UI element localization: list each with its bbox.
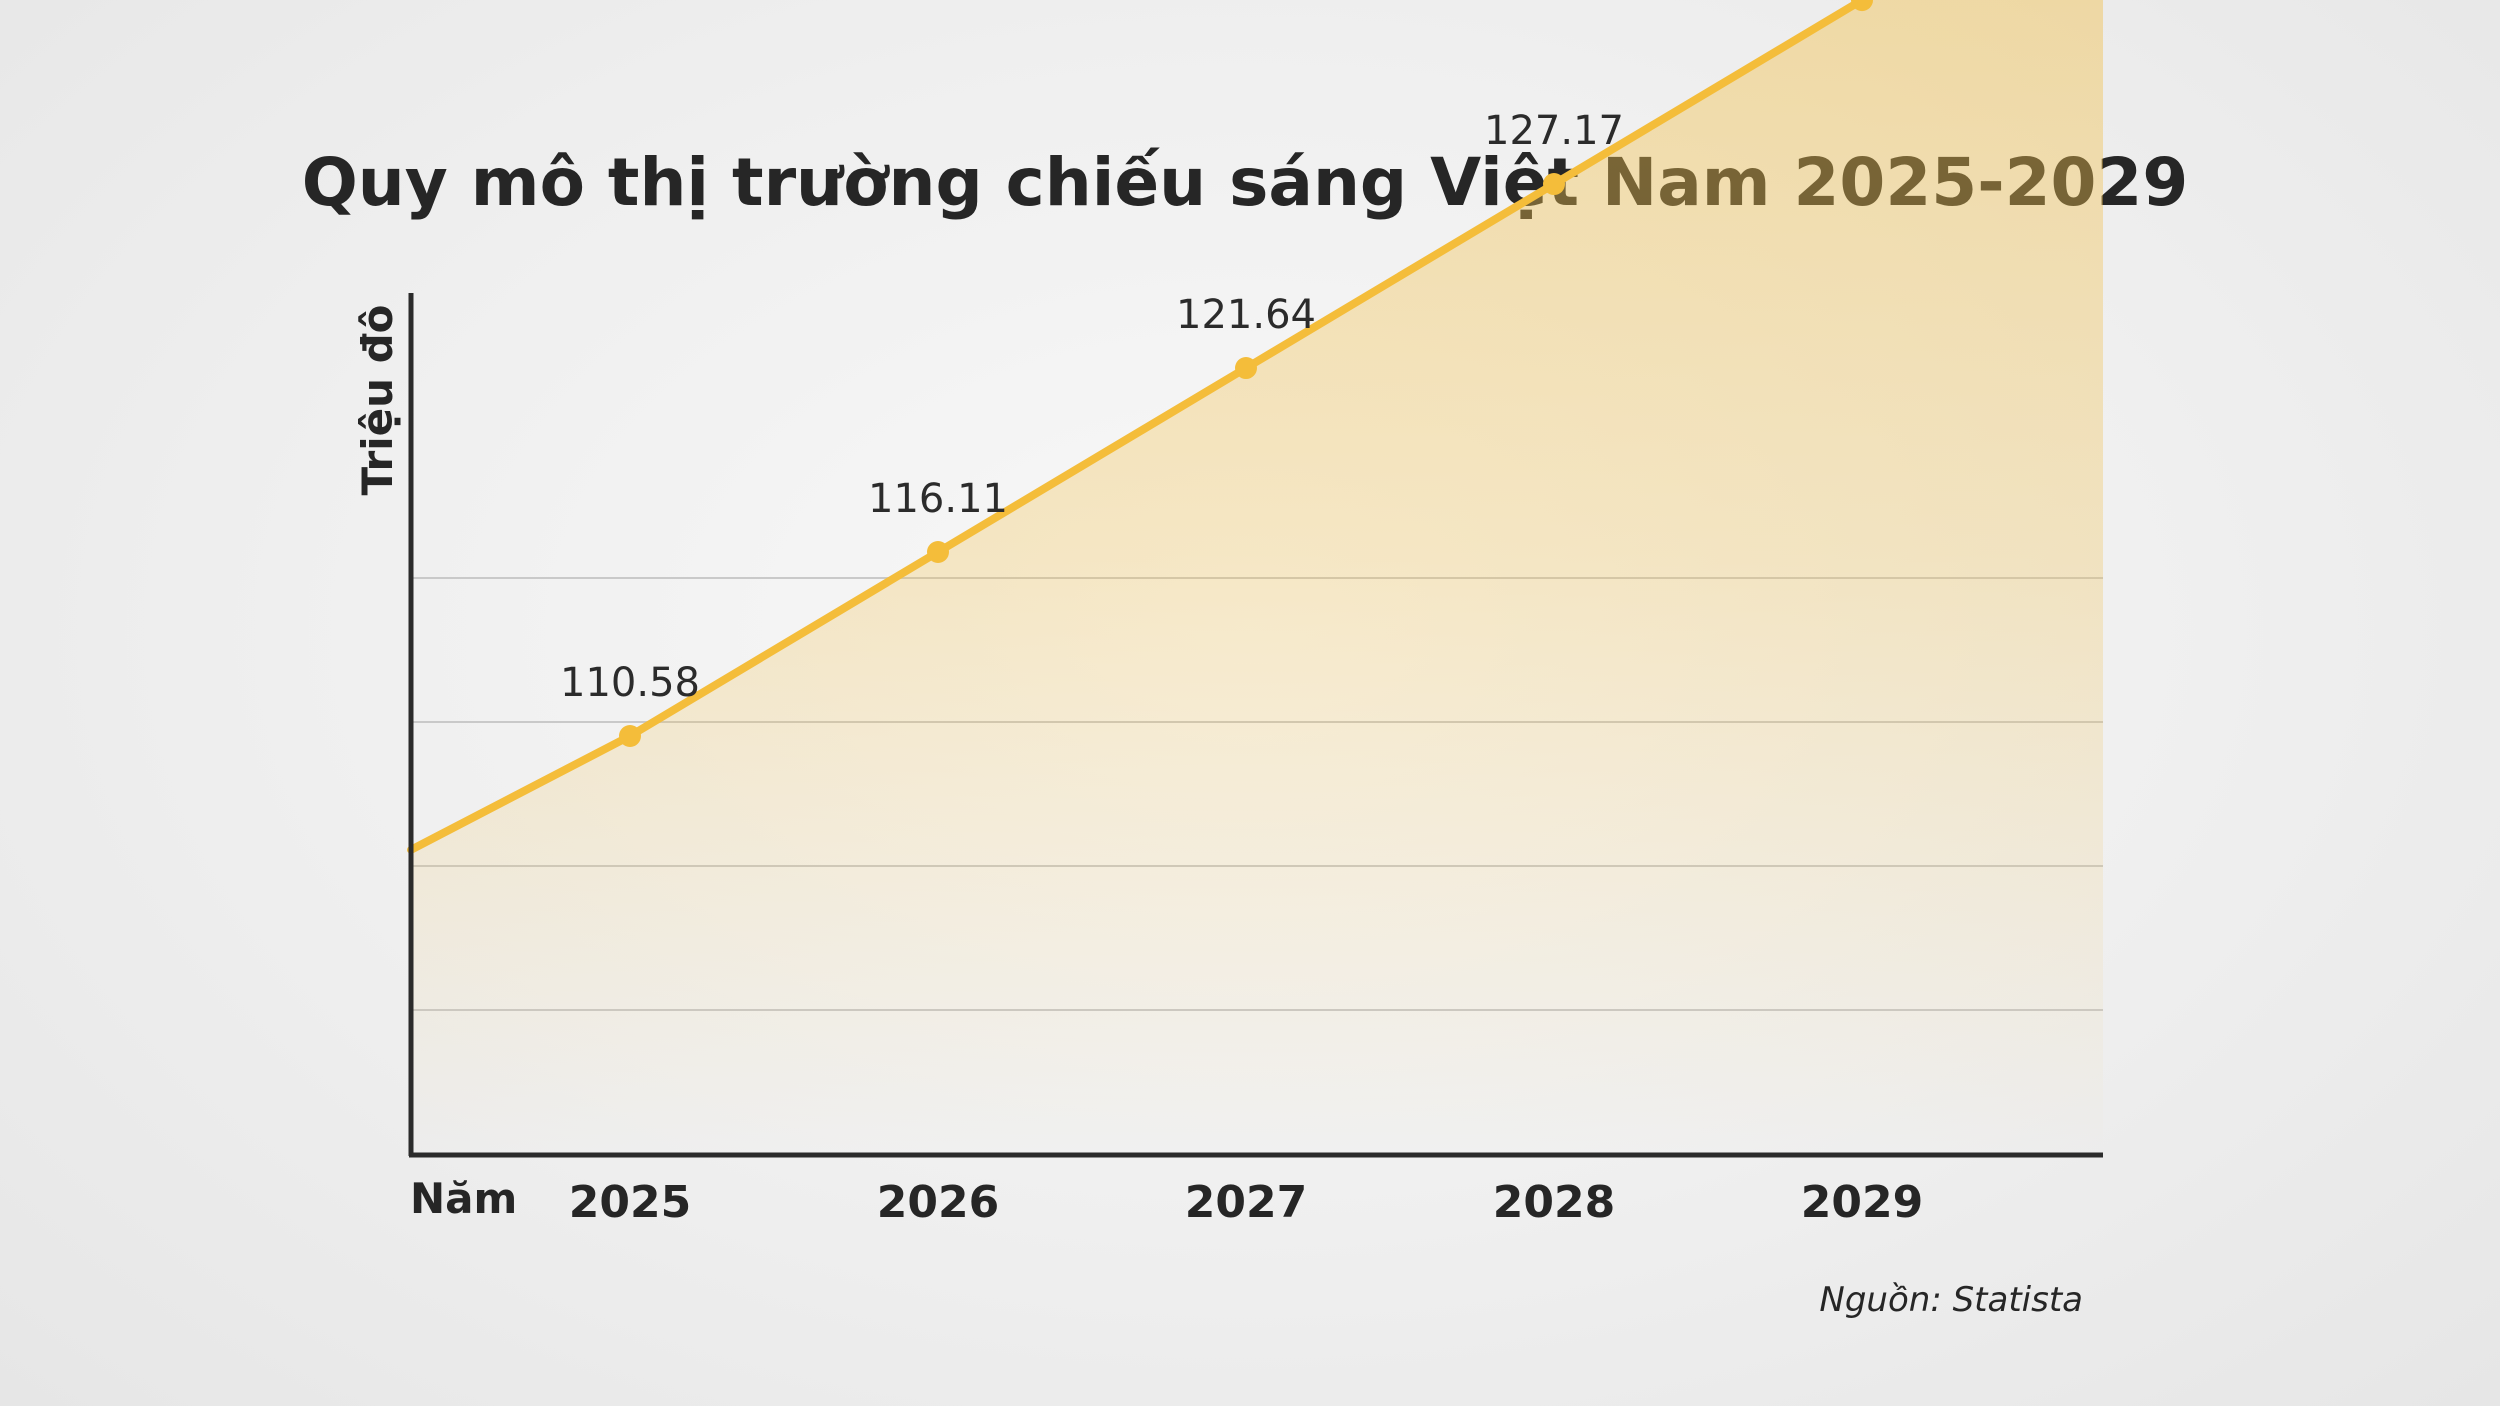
x-tick-label: 2027 bbox=[1185, 1177, 1307, 1228]
y-axis-label: Triệu đô bbox=[353, 304, 402, 495]
data-label: 116.11 bbox=[868, 476, 1008, 522]
x-tick-label: 2028 bbox=[1493, 1177, 1615, 1228]
x-tick-label: 2026 bbox=[877, 1177, 999, 1228]
source-note: Nguồn: Statista bbox=[1819, 1280, 2083, 1320]
data-points bbox=[619, 0, 1873, 747]
x-axis-label: Năm bbox=[410, 1174, 517, 1223]
data-point bbox=[619, 725, 641, 747]
x-tick-label: 2029 bbox=[1801, 1177, 1923, 1228]
data-point bbox=[1543, 173, 1565, 196]
x-tick-labels: 2025 2026 2027 2028 2029 bbox=[569, 1177, 1923, 1228]
data-point bbox=[1235, 357, 1257, 380]
data-label: 110.58 bbox=[560, 660, 700, 706]
x-tick-label: 2025 bbox=[569, 1177, 691, 1228]
data-point bbox=[1851, 0, 1873, 12]
data-label: 127.17 bbox=[1484, 108, 1624, 154]
data-label: 121.64 bbox=[1176, 292, 1316, 338]
data-point bbox=[927, 541, 949, 564]
area-fill bbox=[411, 0, 2103, 1155]
